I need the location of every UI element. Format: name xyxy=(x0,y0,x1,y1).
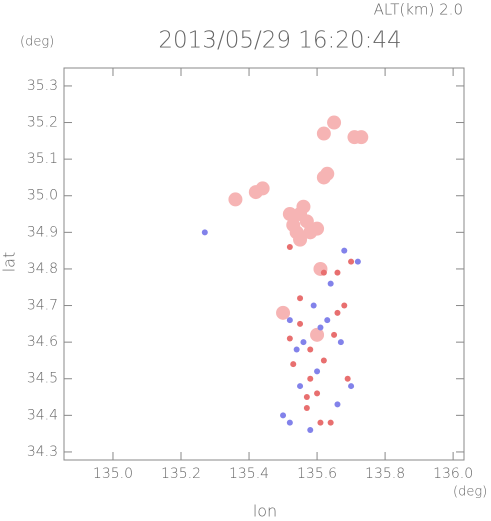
echo-point xyxy=(297,320,304,327)
y-tick-label: 35.2 xyxy=(27,115,58,131)
echo-point xyxy=(307,375,314,382)
y-axis-label: lat xyxy=(0,252,19,273)
y-tick-label: 34.7 xyxy=(27,298,58,314)
echo-point xyxy=(320,166,335,181)
y-unit: (deg) xyxy=(20,35,54,50)
y-tick-label: 34.8 xyxy=(27,261,58,277)
x-tick-label: 135.8 xyxy=(365,466,405,482)
echo-point xyxy=(286,419,293,426)
echo-point xyxy=(317,419,324,426)
echo-point xyxy=(348,258,355,265)
echo-point xyxy=(299,214,314,229)
y-tick-label: 35.0 xyxy=(27,188,58,204)
echo-point xyxy=(327,419,334,426)
echo-point xyxy=(341,247,348,254)
echo-point xyxy=(310,221,325,236)
echo-point xyxy=(297,295,304,302)
echo-point xyxy=(307,346,314,353)
y-tick-label: 35.3 xyxy=(27,78,58,94)
x-unit: (deg) xyxy=(453,485,487,500)
x-tick-label: 135.0 xyxy=(93,466,133,482)
echo-point xyxy=(320,269,327,276)
echo-point xyxy=(347,130,362,145)
y-tick-label: 34.6 xyxy=(27,334,58,350)
echo-point xyxy=(286,335,293,342)
x-tick-label: 136.0 xyxy=(433,466,473,482)
echo-point xyxy=(354,258,361,265)
echo-point xyxy=(320,357,327,364)
echo-point xyxy=(317,324,324,331)
echo-point xyxy=(327,115,342,130)
echo-point xyxy=(316,126,331,141)
chart-title: 2013/05/29 16:20:44 xyxy=(158,28,401,54)
echo-point xyxy=(310,327,325,342)
echo-point xyxy=(314,368,321,375)
echo-point xyxy=(201,229,208,236)
x-tick-label: 135.6 xyxy=(297,466,337,482)
echo-point xyxy=(334,309,341,316)
echo-point xyxy=(286,243,293,250)
subtitle: ALT(km) 2.0 xyxy=(374,1,463,19)
x-tick-label: 135.2 xyxy=(161,466,201,482)
echo-point xyxy=(314,390,321,397)
echo-point xyxy=(296,199,311,214)
echo-point xyxy=(280,412,287,419)
y-tick-label: 34.9 xyxy=(27,224,58,240)
echo-point xyxy=(286,317,293,324)
echo-point xyxy=(297,383,304,390)
echo-point xyxy=(282,207,297,222)
echo-point xyxy=(300,339,307,346)
y-tick-label: 34.4 xyxy=(27,407,58,423)
echo-point xyxy=(290,361,297,368)
echo-point xyxy=(348,383,355,390)
echo-point xyxy=(310,302,317,309)
echo-point xyxy=(303,405,310,412)
echo-point xyxy=(331,331,338,338)
x-axis-label: lon xyxy=(253,502,277,521)
echo-point xyxy=(334,269,341,276)
echo-point xyxy=(303,394,310,401)
plot-frame xyxy=(63,67,465,461)
y-tick-label: 34.3 xyxy=(27,444,58,460)
echo-point xyxy=(248,185,263,200)
echo-point xyxy=(228,192,243,207)
echo-point xyxy=(307,426,314,433)
echo-point xyxy=(324,317,331,324)
y-tick-label: 34.5 xyxy=(27,371,58,387)
echo-point xyxy=(344,375,351,382)
echo-point xyxy=(289,225,304,240)
echo-point xyxy=(327,280,334,287)
x-tick-label: 135.4 xyxy=(229,466,269,482)
echo-point xyxy=(341,302,348,309)
echo-point xyxy=(334,401,341,408)
echo-point xyxy=(337,339,344,346)
echo-point xyxy=(276,305,291,320)
echo-point xyxy=(293,346,300,353)
y-tick-label: 35.1 xyxy=(27,151,58,167)
